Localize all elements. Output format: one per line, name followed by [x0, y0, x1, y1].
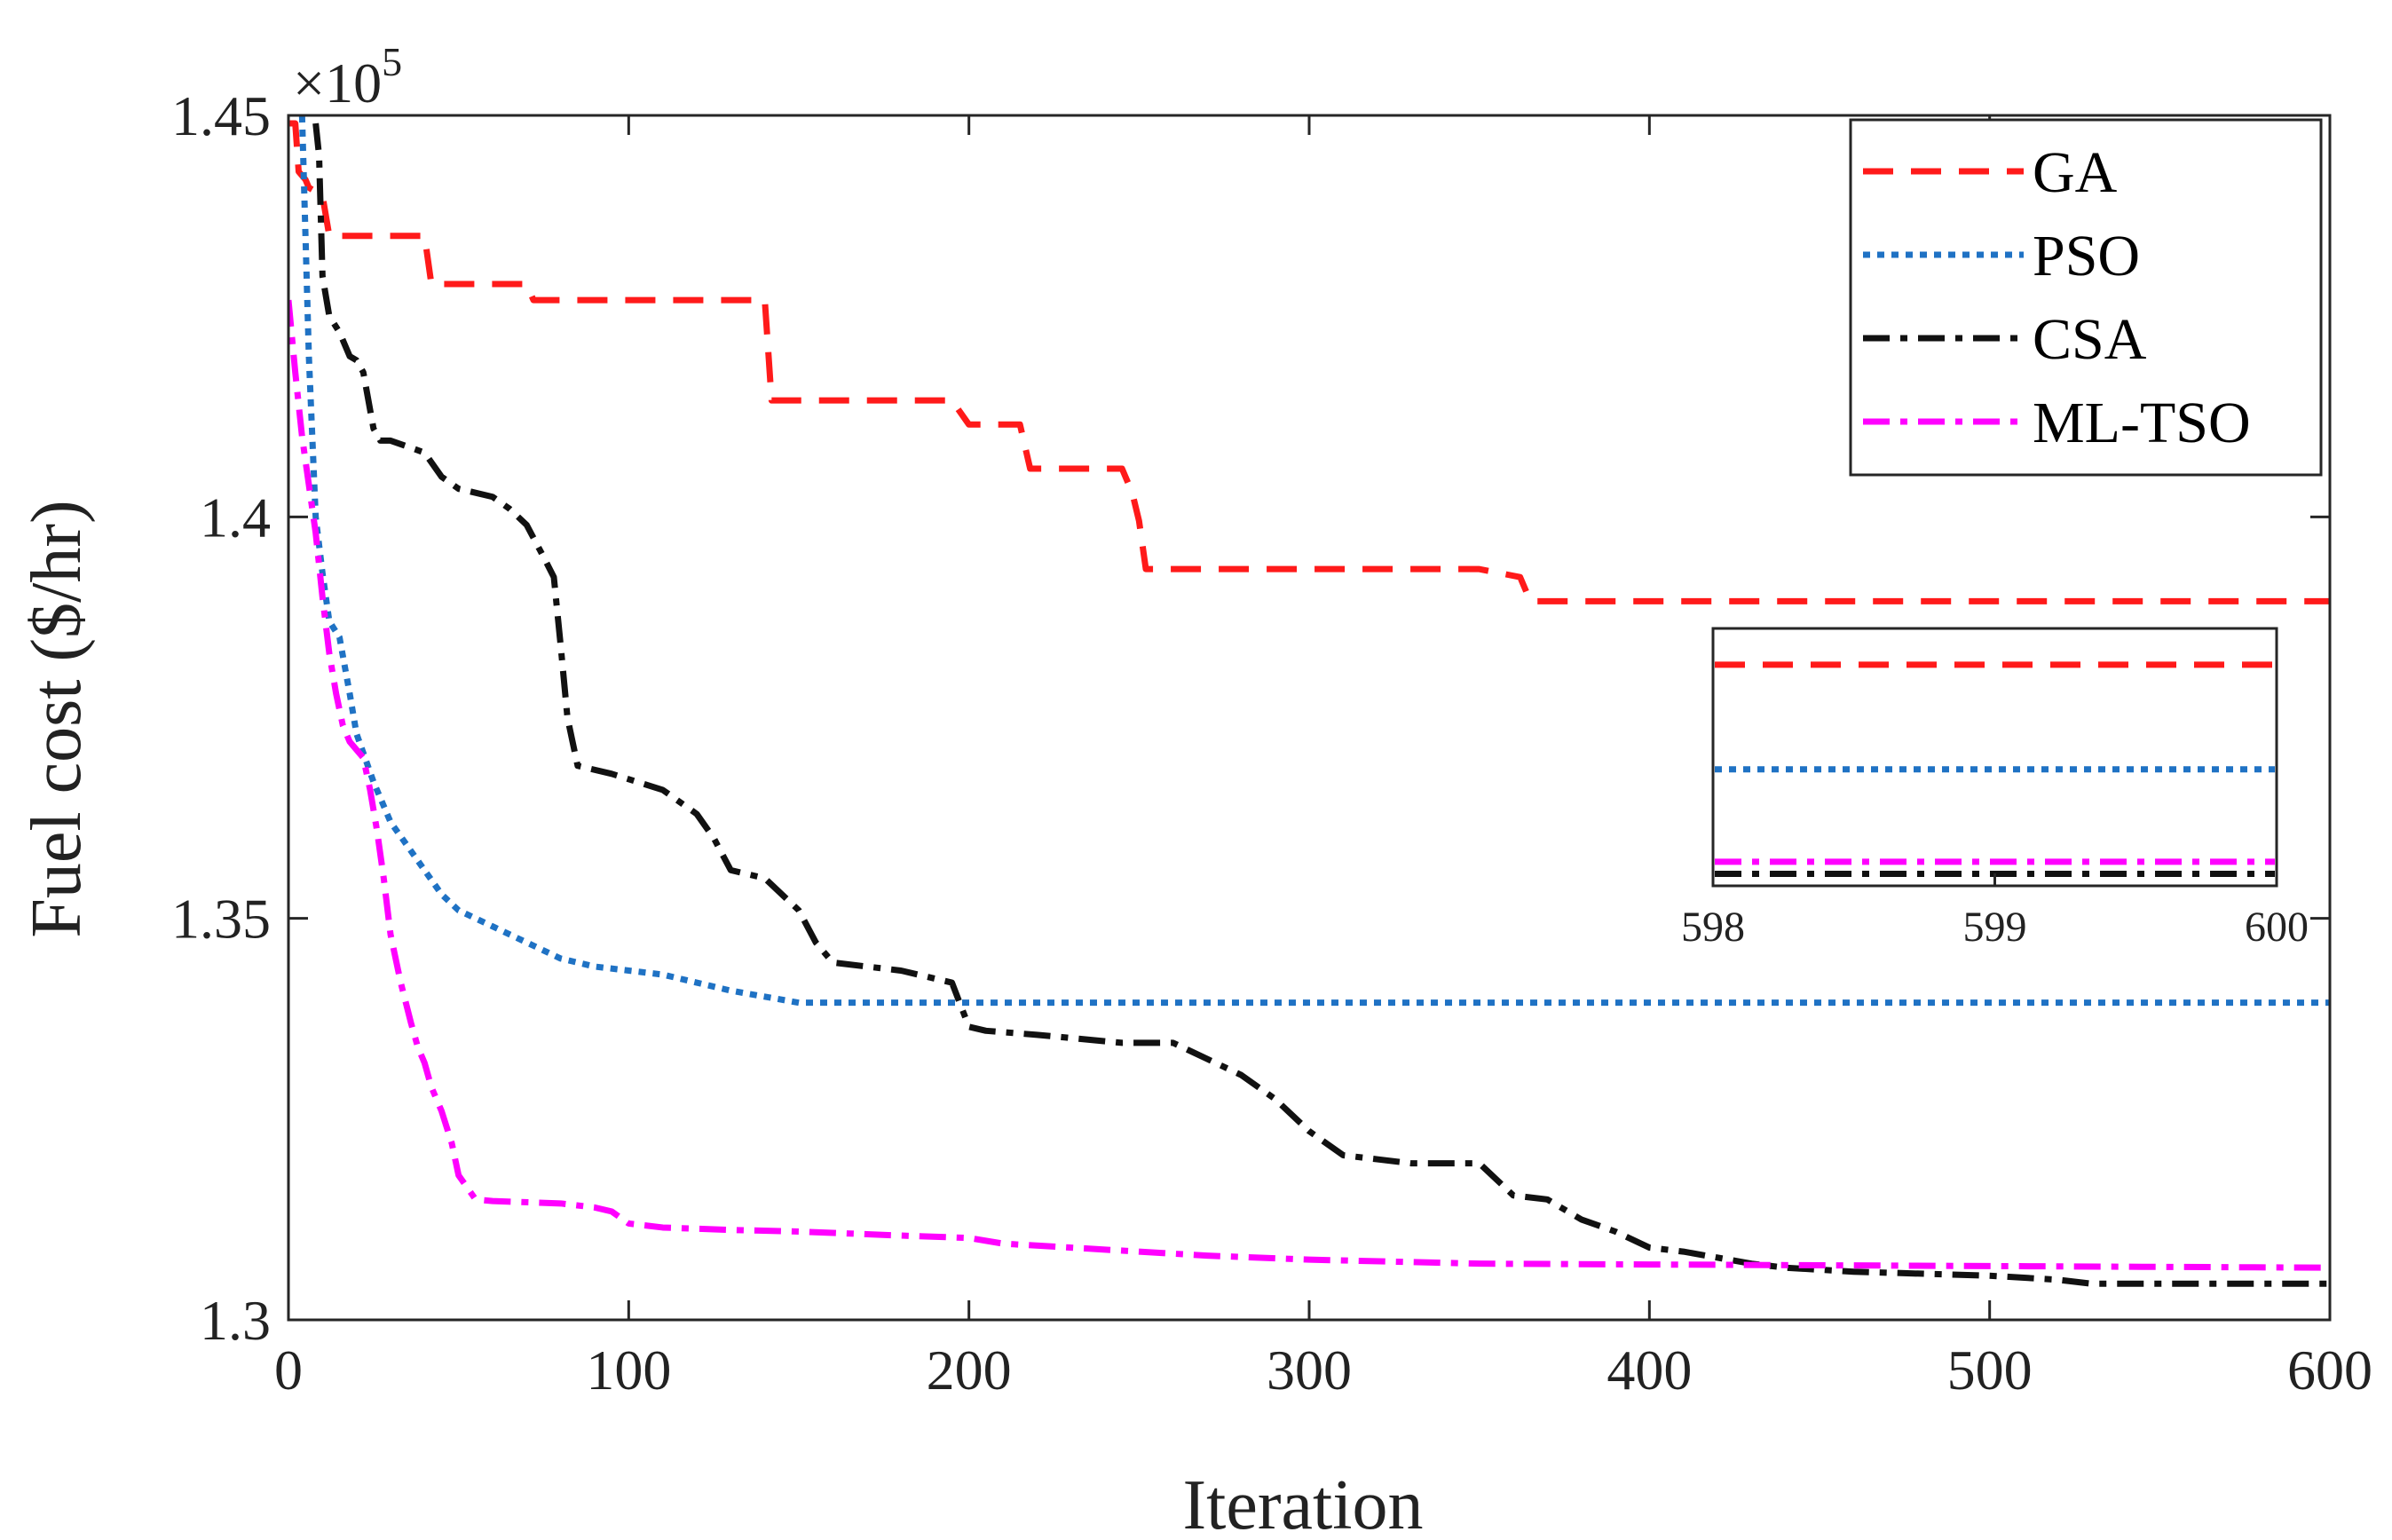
y-tick-label: 1.3 — [200, 1289, 271, 1352]
y-multiplier-base: ×10 — [293, 51, 382, 115]
inset-zoom-panel: 598 599 600 — [1681, 627, 2309, 951]
inset-x-tick-label: 600 — [2245, 904, 2309, 951]
x-axis-label: Iteration — [1183, 1466, 1424, 1540]
x-tick-label: 200 — [927, 1339, 1012, 1402]
x-tick-label: 400 — [1607, 1339, 1692, 1402]
x-tick-label: 500 — [1947, 1339, 2033, 1402]
legend-label-pso: PSO — [2033, 224, 2140, 288]
legend-box — [1849, 118, 2323, 477]
series-layer — [288, 115, 2330, 1287]
inset-x-tick-label: 599 — [1963, 904, 2027, 951]
x-tick-label: 300 — [1267, 1339, 1352, 1402]
series-line-ga — [288, 120, 2330, 604]
axis-ticks: 0 100 200 300 400 500 600 1.3 1.35 1.4 1.45 — [171, 84, 2372, 1402]
legend-label-ga: GA — [2033, 140, 2118, 205]
inset-frame — [1711, 627, 2278, 888]
series-line-pso — [298, 115, 2330, 1007]
y-tick-label: 1.4 — [200, 486, 271, 549]
x-tick-label: 0 — [274, 1339, 303, 1402]
legend: GA PSO CSA ML-TSO — [1849, 118, 2323, 477]
y-multiplier-exponent: 5 — [382, 39, 402, 84]
x-tick-label: 600 — [2287, 1339, 2372, 1402]
legend-label-csa: CSA — [2033, 307, 2147, 372]
y-axis-label: Fuel cost ($/hr) — [18, 500, 96, 937]
y-tick-label: 1.35 — [171, 888, 271, 951]
legend-label-ml-tso: ML-TSO — [2033, 391, 2251, 455]
y-axis-multiplier: ×105 — [293, 39, 402, 115]
series-line-csa — [312, 122, 2330, 1287]
x-tick-label: 100 — [586, 1339, 671, 1402]
y-tick-label: 1.45 — [171, 84, 271, 147]
series-line-ml-tso — [288, 299, 2330, 1271]
inset-x-tick-label: 598 — [1681, 904, 1745, 951]
